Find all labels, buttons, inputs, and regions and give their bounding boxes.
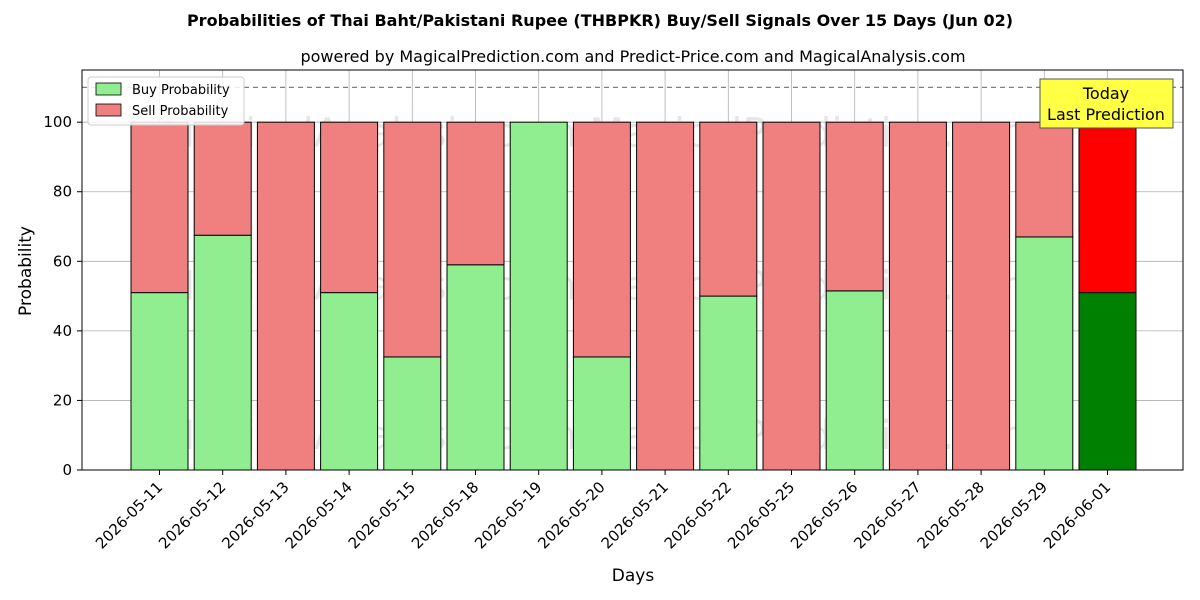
bar-buy-2026-05-12	[193, 234, 252, 471]
bar-buy-2026-05-15	[383, 356, 442, 471]
bar-sell-2026-05-18	[446, 121, 505, 266]
x-tick-label: 2026-05-29	[977, 478, 1051, 552]
x-tick-label: 2026-05-21	[598, 478, 672, 552]
bar-sell-2026-05-14	[320, 121, 379, 294]
x-tick-label: 2026-05-14	[282, 478, 356, 552]
x-tick-label: 2026-05-19	[471, 478, 545, 552]
bar-buy-2026-05-29	[1015, 236, 1074, 471]
legend: Buy Probability Sell Probability	[87, 76, 245, 126]
plot-frame	[81, 69, 1184, 471]
bars	[130, 121, 1137, 471]
legend-swatch-buy	[95, 82, 122, 96]
bar-sell-2026-05-29	[1015, 121, 1074, 238]
x-axis-label: Days	[612, 566, 655, 586]
bar-sell-2026-05-26	[825, 121, 884, 292]
bar-buy-2026-06-01	[1078, 292, 1137, 471]
chart-title: Probabilities of Thai Baht/Pakistani Rup…	[187, 11, 1013, 30]
x-tick-label: 2026-05-27	[850, 478, 924, 552]
x-axis: 2026-05-112026-05-122026-05-132026-05-14…	[92, 470, 1114, 552]
today-annotation: Today Last Prediction	[1039, 78, 1174, 129]
bar-buy-2026-05-20	[572, 356, 631, 471]
bar-buy-2026-05-18	[446, 264, 505, 471]
y-tick-label: 20	[53, 391, 72, 409]
x-tick-label: 2026-05-15	[345, 478, 419, 552]
x-tick-label: 2026-05-28	[914, 478, 988, 552]
legend-label-buy: Buy Probability	[132, 83, 230, 98]
y-tick-label: 0	[62, 461, 72, 479]
x-tick-label: 2026-05-26	[787, 478, 861, 552]
x-tick-label: 2026-05-20	[534, 478, 608, 552]
bar-sell-2026-05-22	[699, 121, 758, 297]
x-tick-label: 2026-05-22	[661, 478, 735, 552]
bar-buy-2026-05-11	[130, 292, 189, 471]
bar-sell-2026-05-20	[572, 121, 631, 358]
x-tick-label: 2026-05-11	[92, 478, 166, 552]
y-tick-label: 80	[53, 183, 72, 201]
bar-buy-2026-05-14	[320, 292, 379, 471]
legend-box	[87, 76, 245, 126]
x-tick-label: 2026-05-25	[724, 478, 798, 552]
x-tick-label: 2026-06-01	[1040, 478, 1114, 552]
y-axis: 0 20 40 60 80 100	[43, 113, 82, 479]
y-tick-label: 60	[53, 252, 72, 270]
annotation-box	[1039, 78, 1174, 129]
x-tick-label: 2026-05-12	[155, 478, 229, 552]
y-axis-label: Probability	[16, 226, 36, 316]
x-tick-label: 2026-05-13	[218, 478, 292, 552]
bar-sell-2026-05-27	[888, 121, 947, 471]
annotation-line-2: Last Prediction	[1047, 105, 1165, 124]
bar-buy-2026-05-22	[699, 295, 758, 471]
x-tick-label: 2026-05-18	[408, 478, 482, 552]
bar-sell-2026-05-28	[952, 121, 1011, 471]
bar-sell-2026-05-11	[130, 121, 189, 294]
bar-buy-2026-05-19	[509, 121, 568, 471]
chart-subtitle: powered by MagicalPrediction.com and Pre…	[300, 47, 965, 66]
bar-buy-2026-05-26	[825, 290, 884, 471]
legend-swatch-sell	[95, 103, 122, 117]
bar-sell-2026-05-15	[383, 121, 442, 358]
bar-sell-2026-05-21	[636, 121, 695, 471]
bar-sell-2026-05-12	[193, 121, 252, 236]
y-tick-label: 40	[53, 322, 72, 340]
bar-sell-2026-05-25	[762, 121, 821, 471]
legend-label-sell: Sell Probability	[132, 104, 229, 119]
bar-sell-2026-05-13	[256, 121, 315, 471]
annotation-line-1: Today	[1082, 84, 1129, 103]
bar-sell-2026-06-01	[1078, 121, 1137, 294]
y-tick-label: 100	[43, 113, 72, 131]
